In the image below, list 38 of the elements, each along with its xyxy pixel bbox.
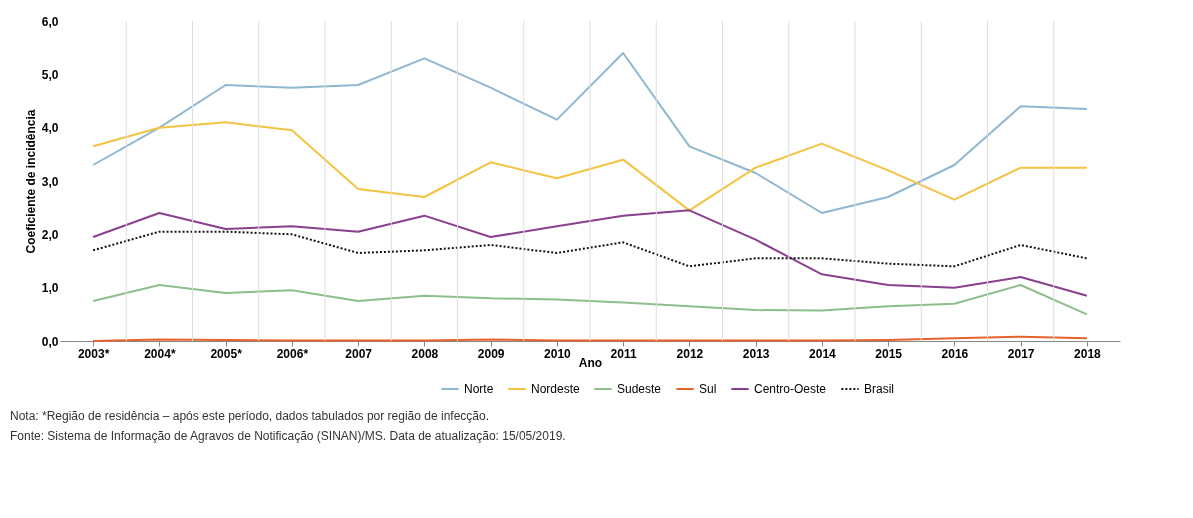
x-tick-label: 2012 bbox=[676, 346, 704, 361]
text: Nota: *Região de residência – após este período, dados tabulados por região de infecção. bbox=[10, 409, 489, 423]
y-tick-label: 5,0 bbox=[41, 67, 59, 82]
x-tick-label: 2015 bbox=[875, 346, 903, 361]
y-tick-label: 2,0 bbox=[41, 227, 59, 242]
x-tick-label: 2007 bbox=[345, 346, 373, 361]
x-tick-label: 2006* bbox=[276, 346, 309, 361]
x-tick-label: 2010 bbox=[544, 346, 572, 361]
legend-label: Sul bbox=[699, 382, 717, 396]
y-tick-label: 1,0 bbox=[41, 281, 59, 296]
y-tick-label: 6,0 bbox=[41, 14, 59, 29]
x-tick-label: 2016 bbox=[941, 346, 969, 361]
legend-label: Norte bbox=[464, 382, 494, 396]
source-note: Fonte: Sistema de Informação de Agravos de Notificação (SINAN)/MS. Data de atualização: 15/05/2019. bbox=[10, 429, 566, 443]
x-tick-label: 2018 bbox=[1074, 346, 1102, 361]
legend-label: Centro-Oeste bbox=[754, 382, 827, 396]
line-series bbox=[92, 284, 1088, 316]
line-series bbox=[92, 209, 1088, 297]
line-series bbox=[92, 52, 1088, 214]
x-tick-label: 2008 bbox=[411, 346, 439, 361]
legend-label: Nordeste bbox=[531, 382, 581, 396]
y-axis-title: Coeficiente de incidência bbox=[23, 109, 38, 254]
x-tick-label: 2005* bbox=[210, 346, 243, 361]
line-series bbox=[92, 121, 1088, 212]
y-tick-label: 3,0 bbox=[41, 174, 59, 189]
x-tick-label: 2004* bbox=[144, 346, 176, 361]
x-tick-label: 2017 bbox=[1007, 346, 1035, 361]
x-tick-label: 2014 bbox=[809, 346, 837, 361]
y-tick-label: 0,0 bbox=[41, 334, 59, 349]
x-tick-label: 2013 bbox=[742, 346, 770, 361]
x-tick-label: 2011 bbox=[610, 346, 637, 361]
y-tick-label: 4,0 bbox=[41, 121, 59, 136]
x-axis-title: Ano bbox=[578, 355, 603, 370]
line-series bbox=[92, 230, 1088, 268]
legend-label: Sudeste bbox=[617, 382, 662, 396]
x-tick-label: 2003* bbox=[77, 346, 110, 361]
legend-label: Brasil bbox=[864, 382, 895, 396]
x-tick-label: 2009 bbox=[477, 346, 505, 361]
